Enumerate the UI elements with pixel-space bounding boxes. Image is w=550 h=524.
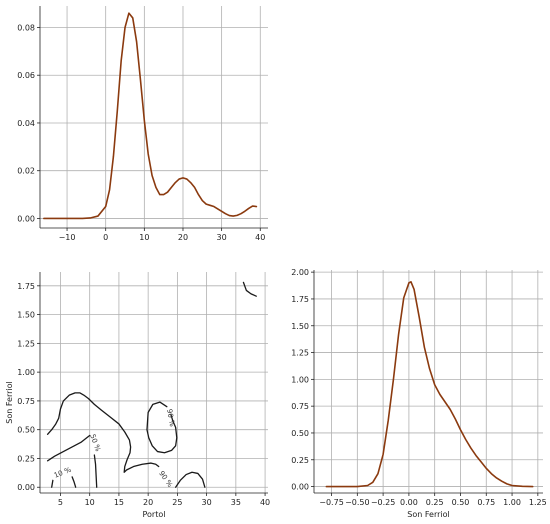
contour-level-label: 90 %	[165, 408, 176, 427]
grid-lines	[40, 6, 268, 228]
contour-line	[46, 434, 91, 462]
x-tick-label: 40	[260, 498, 270, 507]
y-tick-label: 1.25	[291, 349, 309, 358]
x-tick-label: −0.25	[371, 498, 396, 507]
y-tick-label: 0.06	[17, 71, 35, 80]
contour-level-label: 10 %	[53, 466, 73, 480]
x-tick-label: 40	[255, 233, 265, 242]
x-tick-label: 5	[58, 498, 63, 507]
x-tick-label: 10	[85, 498, 95, 507]
joint-contour-panel: 5 10 15 20 25 30 35 40 0.00 0.25 0.50 0.75 1.00 1.25 1…	[5, 272, 270, 519]
y-tick-label: 0.04	[17, 119, 35, 128]
x-tick-label: 25	[172, 498, 182, 507]
y-tick-label: 0.50	[291, 429, 309, 438]
y-tick-label: 0.75	[291, 402, 309, 411]
x-tick-label: 30	[217, 233, 227, 242]
y-tick-label: 1.75	[291, 295, 309, 304]
y-tick-label: 2.00	[291, 268, 309, 277]
contour-level-label: 90 %	[157, 470, 174, 489]
x-tick-label: 20	[143, 498, 153, 507]
x-tick-label: 0	[103, 233, 108, 242]
x-tick-label: −0.75	[319, 498, 344, 507]
x-tick-label: 0.00	[400, 498, 418, 507]
contour-line	[174, 471, 206, 488]
x-tick-label: 0.75	[477, 498, 495, 507]
portol-density-panel: −10 0 10 20 30 40 0.00 0.02 0.04 0.06 0.08	[17, 6, 268, 242]
contour-line	[242, 281, 257, 297]
density-curve	[325, 280, 534, 488]
contour-line	[46, 392, 160, 473]
y-tick-label: 1.50	[17, 311, 35, 320]
contour-line	[71, 476, 77, 488]
y-tick-label: 1.00	[17, 368, 35, 377]
y-tick-label: 0.08	[17, 23, 35, 32]
x-tick-label: 0.25	[426, 498, 444, 507]
x-tick-label: 10	[139, 233, 149, 242]
density-curve	[43, 12, 258, 220]
y-tick-label: 1.00	[291, 375, 309, 384]
x-axis-label: Son Ferriol	[407, 510, 449, 519]
grid-lines	[314, 270, 543, 493]
y-tick-label: 0.25	[17, 454, 35, 463]
y-axis-label: Son Ferriol	[5, 381, 14, 423]
y-tick-label: 1.50	[291, 322, 309, 331]
grid-lines	[40, 272, 268, 493]
x-tick-label: 0.50	[452, 498, 470, 507]
x-tick-label: 1.00	[503, 498, 521, 507]
y-tick-label: 0.50	[17, 426, 35, 435]
contour-line	[146, 401, 178, 454]
y-tick-label: 0.00	[291, 483, 309, 492]
y-tick-label: 0.00	[17, 214, 35, 223]
y-tick-label: 0.75	[17, 397, 35, 406]
x-axis-label: Portol	[143, 510, 166, 519]
contour-line	[93, 454, 98, 488]
contour-line	[51, 479, 54, 488]
y-tick-label: 0.00	[17, 483, 35, 492]
y-tick-label: 0.02	[17, 167, 35, 176]
contour-level-label: 50 %	[88, 433, 102, 453]
y-tick-label: 1.25	[17, 339, 35, 348]
y-tick-label: 1.75	[17, 282, 35, 291]
x-tick-label: −0.50	[345, 498, 370, 507]
x-tick-label: 35	[231, 498, 241, 507]
y-tick-label: 0.25	[291, 456, 309, 465]
x-tick-label: 30	[202, 498, 212, 507]
x-tick-label: −10	[59, 233, 76, 242]
x-tick-label: 20	[178, 233, 188, 242]
x-tick-label: 15	[114, 498, 124, 507]
son-ferriol-density-panel: −0.75 −0.50 −0.25 0.00 0.25 0.50 0.75 1.00 1.25 0…	[291, 268, 547, 519]
x-tick-label: 1.25	[529, 498, 547, 507]
